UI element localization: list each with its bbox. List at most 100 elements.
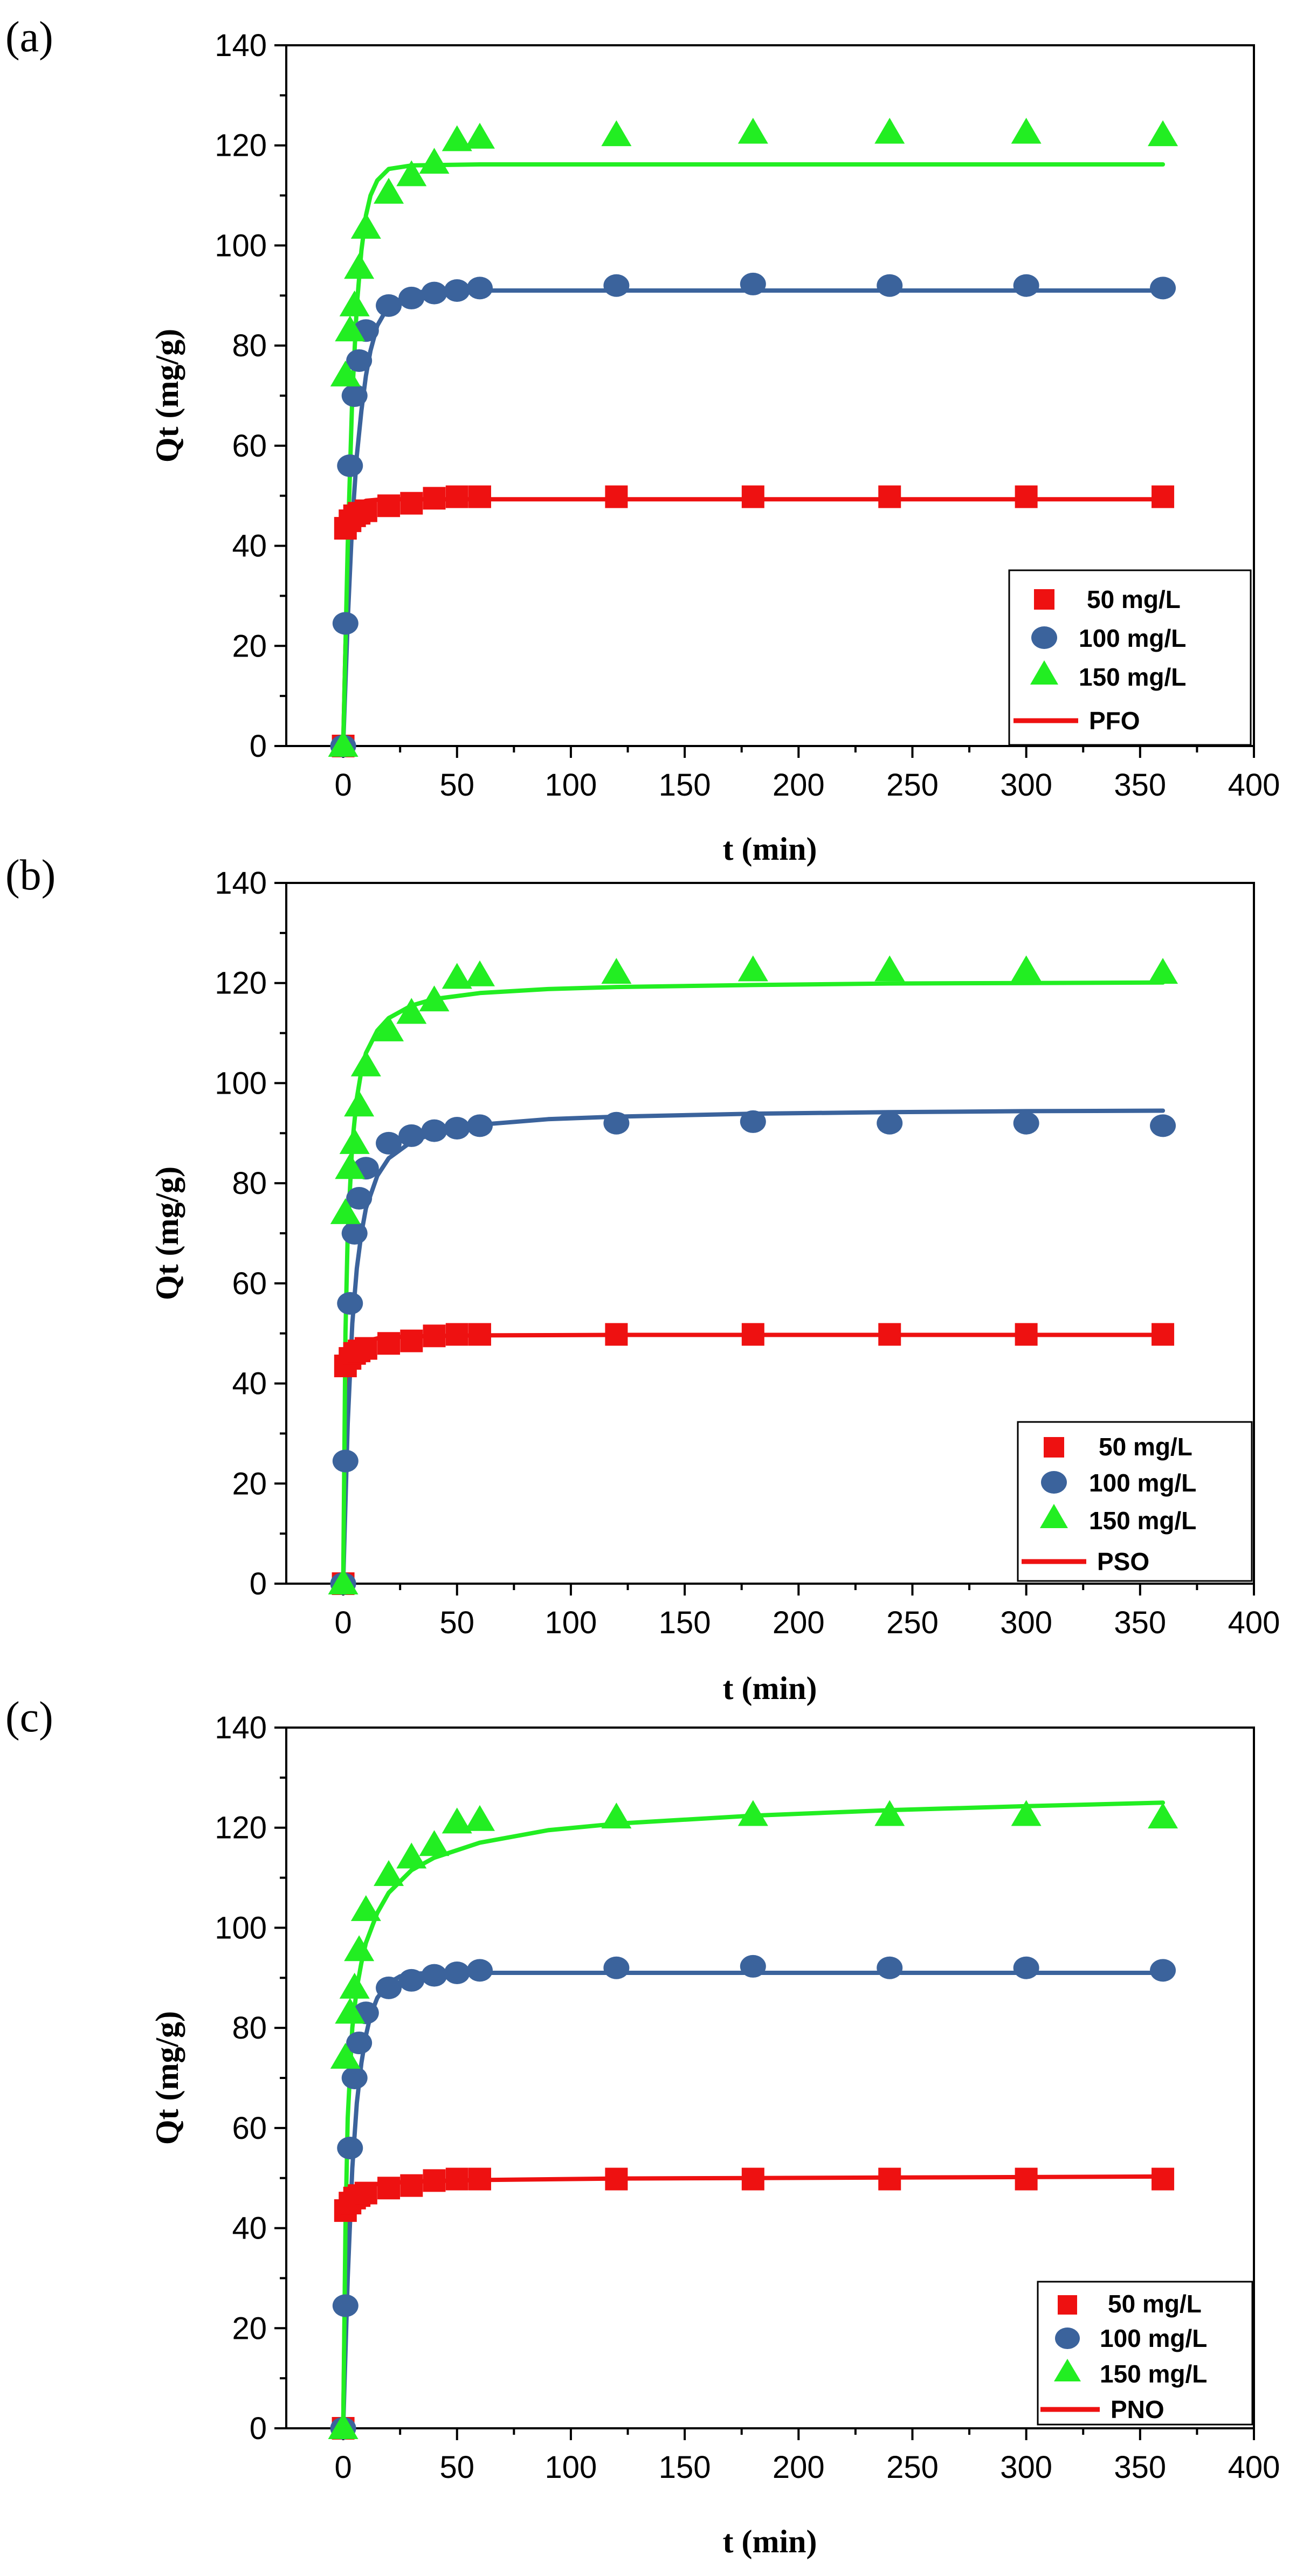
x-tick-label-b-3: 150 — [659, 1605, 711, 1640]
point-b-s1-15 — [1150, 1114, 1176, 1137]
x-tick-label-a-8: 400 — [1228, 768, 1280, 803]
markers-a — [328, 118, 1178, 757]
point-c-s0-8 — [423, 2169, 446, 2192]
point-b-s0-15 — [1152, 1323, 1175, 1346]
point-c-s1-3 — [341, 2067, 368, 2089]
point-a-s0-11 — [605, 485, 628, 508]
point-b-s2-2 — [335, 1153, 366, 1179]
point-b-s2-1 — [330, 1198, 361, 1224]
legend-c: 50 mg/L 100 mg/L 150 mg/L PNO — [1037, 2281, 1253, 2426]
x-tick-label-b-1: 50 — [440, 1605, 475, 1640]
point-c-s1-1 — [332, 2294, 358, 2317]
point-b-s1-3 — [341, 1222, 368, 1245]
point-c-s1-4 — [346, 2032, 373, 2054]
point-b-s0-10 — [468, 1323, 491, 1346]
x-tick-label-a-7: 350 — [1114, 768, 1166, 803]
point-c-s2-13 — [874, 1800, 905, 1826]
point-c-s2-6 — [374, 1860, 404, 1886]
legend-marker-square-c — [1058, 2295, 1077, 2315]
point-b-s2-14 — [1011, 955, 1042, 982]
y-tick-label-a-5: 100 — [215, 228, 267, 263]
point-a-s0-14 — [1015, 485, 1038, 508]
y-axis-title-c: Qt (mg/g) — [149, 2011, 185, 2145]
x-tick-label-c-4: 200 — [773, 2450, 825, 2485]
point-a-s2-6 — [374, 177, 404, 204]
point-c-s1-9 — [444, 1962, 470, 1984]
y-tick-label-c-7: 140 — [215, 1710, 267, 1745]
legend-label-100-c: 100 mg/L — [1100, 2324, 1207, 2352]
point-c-s0-10 — [468, 2167, 491, 2191]
y-tick-label-b-0: 0 — [250, 1566, 267, 1601]
axes-b: 0 50 100 150 200 250 300 350 400 0 20 40 60 80 100 120 1… — [215, 866, 1280, 1640]
legend-marker-circle-b — [1041, 1471, 1067, 1494]
point-a-s2-5 — [350, 212, 381, 239]
point-a-s1-6 — [376, 294, 402, 317]
point-b-s1-9 — [444, 1117, 470, 1139]
point-a-s2-15 — [1148, 120, 1178, 147]
legend-label-150-c: 150 mg/L — [1100, 2360, 1207, 2388]
x-tick-label-a-5: 250 — [886, 768, 939, 803]
point-a-s1-10 — [467, 277, 493, 300]
legend-marker-triangle-a — [1030, 660, 1058, 685]
point-a-s1-13 — [877, 274, 903, 297]
y-tick-label-a-0: 0 — [250, 729, 267, 764]
legend-label-fit-a: PFO — [1089, 707, 1140, 735]
point-c-s2-14 — [1011, 1800, 1042, 1826]
x-tick-label-b-4: 200 — [773, 1605, 825, 1640]
point-a-s1-1 — [332, 612, 358, 635]
legend-marker-square-b — [1044, 1437, 1064, 1458]
point-a-s2-10 — [465, 122, 495, 149]
point-c-s2-9 — [442, 1807, 472, 1834]
point-a-s1-11 — [603, 274, 630, 297]
point-a-s1-4 — [346, 349, 373, 372]
point-a-s2-2 — [335, 315, 366, 342]
point-b-s0-6 — [377, 1332, 401, 1355]
point-a-s1-3 — [341, 384, 368, 407]
point-a-s1-14 — [1013, 274, 1039, 297]
point-b-s2-6 — [374, 1015, 404, 1041]
x-tick-label-b-5: 250 — [886, 1605, 939, 1640]
legend-label-150-a: 150 mg/L — [1079, 663, 1186, 691]
point-b-s1-6 — [376, 1131, 402, 1155]
axes-c: 0 50 100 150 200 250 300 350 400 0 20 40 60 80 100 120 1… — [215, 1710, 1280, 2485]
point-b-s0-9 — [445, 1323, 468, 1346]
point-c-s1-14 — [1013, 1956, 1039, 1979]
legend-label-fit-c: PNO — [1111, 2395, 1164, 2423]
point-a-s0-9 — [445, 485, 468, 508]
y-tick-label-b-7: 140 — [215, 866, 267, 901]
legend-label-100-b: 100 mg/L — [1089, 1469, 1196, 1497]
point-b-s1-4 — [346, 1187, 373, 1210]
y-tick-label-c-1: 20 — [232, 2311, 267, 2346]
legend-marker-circle-c — [1055, 2328, 1080, 2349]
point-b-s1-1 — [332, 1449, 358, 1473]
legend-label-50-c: 50 mg/L — [1108, 2290, 1202, 2318]
y-tick-label-a-6: 120 — [215, 128, 267, 163]
y-tick-label-a-7: 140 — [215, 28, 267, 63]
legend-label-150-b: 150 mg/L — [1089, 1507, 1196, 1535]
point-b-s1-8 — [421, 1119, 447, 1142]
point-c-s2-5 — [350, 1895, 381, 1921]
point-c-s0-15 — [1152, 2167, 1175, 2191]
legend-marker-circle-a — [1031, 626, 1057, 649]
x-axis-title-c: t (min) — [723, 2524, 817, 2559]
y-tick-label-b-5: 100 — [215, 1066, 267, 1101]
x-tick-label-a-3: 150 — [659, 768, 711, 803]
point-b-s1-12 — [740, 1110, 766, 1133]
x-tick-label-b-6: 300 — [1000, 1605, 1052, 1640]
x-tick-label-a-1: 50 — [440, 768, 475, 803]
point-b-s0-12 — [741, 1323, 764, 1346]
y-tick-label-b-6: 120 — [215, 966, 267, 1001]
point-b-s2-4 — [344, 1090, 375, 1117]
point-b-s2-0 — [328, 1569, 358, 1594]
x-tick-label-a-0: 0 — [334, 768, 351, 803]
point-c-s1-15 — [1150, 1959, 1176, 1982]
legend-marker-square-a — [1034, 589, 1054, 610]
x-tick-label-a-6: 300 — [1000, 768, 1052, 803]
point-c-s2-1 — [330, 2042, 361, 2069]
panel-label-a: (a) — [5, 13, 53, 61]
point-b-s1-11 — [603, 1111, 630, 1135]
point-a-s1-12 — [740, 272, 766, 295]
point-a-s1-2 — [337, 454, 363, 477]
point-b-s2-12 — [737, 955, 768, 982]
point-c-s0-14 — [1015, 2167, 1038, 2191]
